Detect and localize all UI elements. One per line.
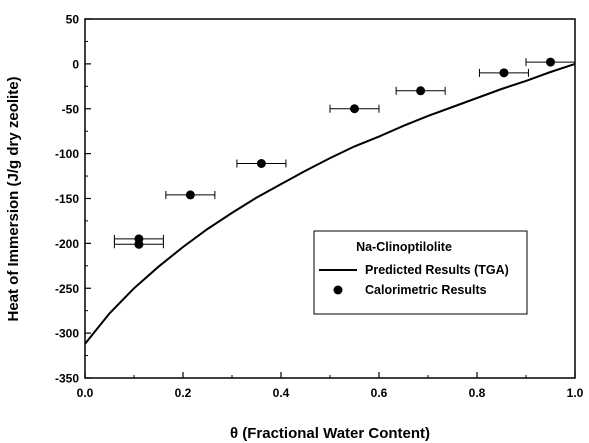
legend-marker-calorimetric bbox=[333, 285, 343, 295]
y-tick-label: -350 bbox=[55, 372, 79, 386]
data-point-calorimetric bbox=[350, 104, 359, 114]
x-tick-label: 0.0 bbox=[77, 386, 94, 400]
y-tick-label: 0 bbox=[72, 57, 79, 71]
y-tick-label: -50 bbox=[62, 102, 80, 116]
tick-labels: 0.0 0.2 0.4 0.6 0.8 1.0 50 0 -50 -100 -150 -200 -250… bbox=[55, 13, 584, 401]
y-axis-label: Heat of Immersion (J/g dry zeolite) bbox=[5, 76, 22, 321]
legend-entry-calorimetric: Calorimetric Results bbox=[365, 283, 487, 297]
y-tick-label: -100 bbox=[55, 147, 79, 161]
legend: Na-Clinoptilolite Predicted Results (TGA… bbox=[313, 230, 528, 315]
data-point-calorimetric bbox=[185, 190, 195, 200]
x-tick-label: 1.0 bbox=[567, 386, 584, 400]
y-tick-label: 50 bbox=[66, 13, 80, 27]
data-point-calorimetric bbox=[134, 239, 144, 249]
y-tick-label: -300 bbox=[55, 327, 79, 341]
legend-entry-predicted: Predicted Results (TGA) bbox=[365, 263, 509, 277]
x-tick-label: 0.2 bbox=[175, 386, 192, 400]
x-axis-label: θ (Fractional Water Content) bbox=[230, 425, 430, 442]
x-tick-label: 0.6 bbox=[371, 386, 388, 400]
y-tick-label: -150 bbox=[55, 192, 79, 206]
x-tick-label: 0.4 bbox=[273, 386, 290, 400]
chart-marks bbox=[84, 57, 576, 345]
data-point-calorimetric bbox=[416, 86, 426, 96]
legend-title: Na-Clinoptilolite bbox=[356, 240, 452, 254]
series-line-predicted bbox=[84, 62, 576, 345]
y-tick-label: -250 bbox=[55, 282, 79, 296]
data-point-calorimetric bbox=[499, 68, 509, 78]
data-point-calorimetric bbox=[546, 57, 555, 67]
axis-ticks bbox=[84, 18, 576, 379]
y-tick-label: -200 bbox=[55, 237, 79, 251]
legend-box bbox=[313, 230, 528, 315]
data-point-calorimetric bbox=[256, 158, 266, 168]
x-tick-label: 0.8 bbox=[469, 386, 486, 400]
